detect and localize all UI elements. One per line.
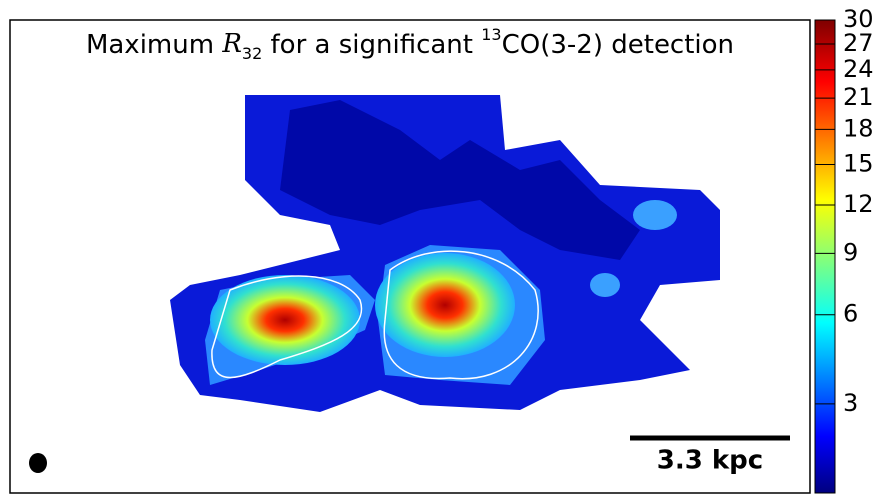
title-part: 13 <box>481 25 501 44</box>
colorbar-tick-label: 3 <box>843 389 858 417</box>
title-part: R <box>221 29 242 59</box>
colorbar-tick-label: 12 <box>843 190 874 218</box>
colorbar-tick-label: 24 <box>843 55 874 83</box>
colorbar-tick-label: 15 <box>843 149 874 177</box>
scale-bar-label: 3.3 kpc <box>657 446 763 476</box>
title-part: for a significant <box>262 30 481 60</box>
colorbar-tick-label: 27 <box>843 29 874 57</box>
colorbar-tick-label: 18 <box>843 114 874 142</box>
colorbar-tick-label: 6 <box>843 300 858 328</box>
map-image <box>29 95 720 473</box>
colorbar-tick-label: 21 <box>843 83 874 111</box>
title-part: CO(3-2) detection <box>502 30 734 60</box>
colorbar-tick-label: 30 <box>843 5 874 33</box>
title-part: 32 <box>242 44 262 63</box>
colorbar <box>814 19 836 494</box>
colorbar-tick-label: 9 <box>843 238 858 266</box>
title-part: Maximum <box>86 30 222 60</box>
chart-title: Maximum R32 for a significant 13CO(3-2) … <box>86 25 734 63</box>
